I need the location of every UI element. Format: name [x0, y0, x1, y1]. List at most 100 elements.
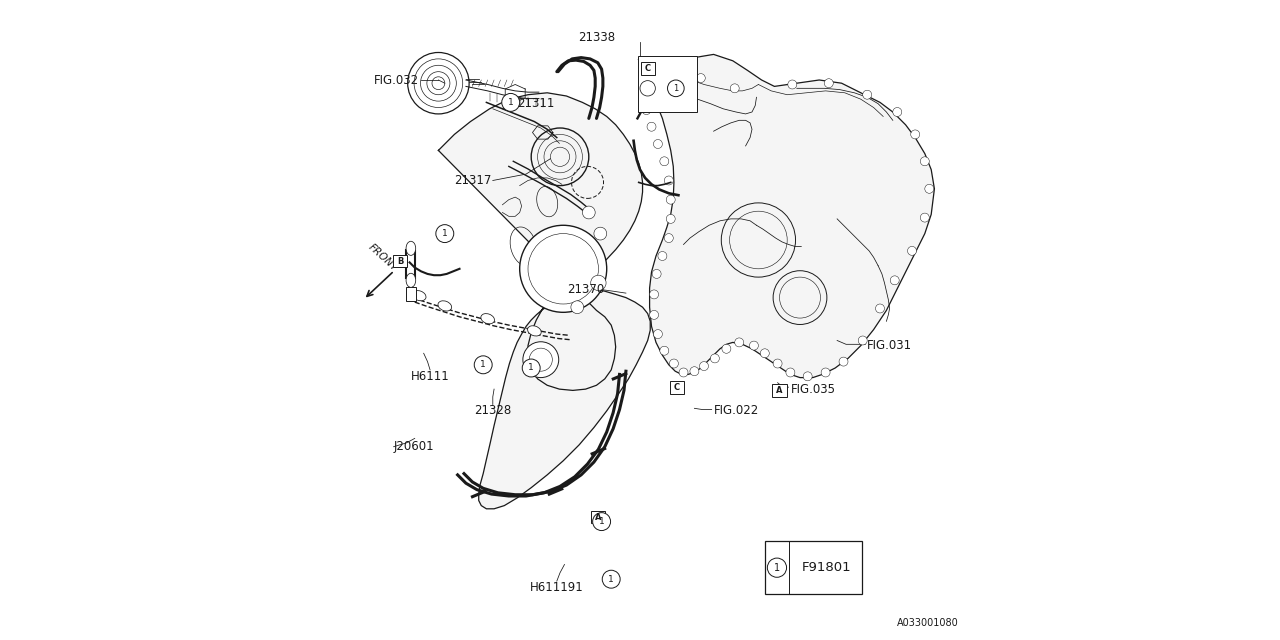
Circle shape: [520, 225, 607, 312]
Circle shape: [669, 359, 678, 368]
Text: 1: 1: [442, 229, 448, 238]
Text: C: C: [645, 64, 650, 73]
Circle shape: [891, 276, 900, 285]
Circle shape: [667, 195, 676, 204]
Circle shape: [475, 356, 492, 374]
Text: A: A: [595, 513, 602, 522]
Circle shape: [649, 290, 659, 299]
Circle shape: [594, 227, 607, 240]
Ellipse shape: [412, 291, 426, 301]
Circle shape: [920, 213, 929, 222]
Text: H6111: H6111: [411, 370, 449, 383]
Bar: [407, 287, 416, 301]
Text: FIG.022: FIG.022: [714, 404, 759, 417]
Circle shape: [649, 310, 659, 319]
Text: 1: 1: [480, 360, 486, 369]
Circle shape: [750, 341, 759, 350]
Text: FIG.035: FIG.035: [791, 383, 836, 396]
Circle shape: [804, 372, 813, 381]
Circle shape: [760, 349, 769, 358]
Text: 21328: 21328: [474, 404, 512, 417]
Circle shape: [652, 269, 662, 278]
Ellipse shape: [406, 273, 416, 287]
Text: FIG.032: FIG.032: [374, 74, 420, 86]
Bar: [773, 384, 786, 397]
Circle shape: [690, 367, 699, 376]
Text: 1: 1: [508, 98, 513, 107]
Text: F91801: F91801: [801, 561, 851, 574]
Circle shape: [664, 234, 673, 243]
Circle shape: [696, 74, 705, 83]
Circle shape: [667, 214, 676, 223]
Text: FRONT: FRONT: [366, 242, 399, 273]
Text: 1: 1: [673, 84, 678, 93]
Bar: [765, 541, 863, 594]
Circle shape: [859, 336, 868, 345]
Text: A033001080: A033001080: [897, 618, 959, 628]
Text: 21370: 21370: [567, 283, 604, 296]
Text: 1: 1: [599, 517, 604, 526]
Circle shape: [593, 513, 611, 531]
Circle shape: [668, 80, 685, 97]
Circle shape: [603, 570, 621, 588]
Text: 21317: 21317: [454, 174, 492, 187]
Circle shape: [582, 206, 595, 219]
Circle shape: [660, 157, 669, 166]
Text: J20601: J20601: [394, 440, 434, 453]
Ellipse shape: [481, 314, 494, 324]
Circle shape: [911, 130, 920, 139]
Circle shape: [773, 359, 782, 368]
Circle shape: [591, 275, 607, 291]
Circle shape: [787, 80, 796, 89]
Circle shape: [876, 304, 884, 313]
Circle shape: [735, 338, 744, 347]
Bar: [637, 56, 696, 112]
Circle shape: [664, 176, 673, 185]
Circle shape: [522, 359, 540, 377]
Circle shape: [822, 368, 831, 377]
Circle shape: [502, 93, 520, 111]
Ellipse shape: [438, 301, 452, 311]
Circle shape: [658, 252, 667, 260]
Text: 1: 1: [608, 575, 614, 584]
Bar: [393, 255, 407, 268]
Circle shape: [524, 342, 558, 378]
Circle shape: [786, 368, 795, 377]
Circle shape: [699, 362, 709, 371]
Text: FIG.031: FIG.031: [868, 339, 913, 352]
Circle shape: [641, 106, 652, 115]
Text: 1: 1: [529, 364, 534, 372]
Polygon shape: [438, 93, 650, 509]
Text: A: A: [776, 386, 783, 395]
Circle shape: [908, 246, 916, 255]
Circle shape: [435, 225, 454, 243]
Text: 21311: 21311: [517, 97, 554, 110]
Circle shape: [893, 108, 901, 116]
Circle shape: [654, 330, 663, 339]
Text: 1: 1: [774, 563, 780, 573]
Circle shape: [641, 92, 650, 100]
Circle shape: [660, 346, 669, 355]
Circle shape: [840, 357, 849, 366]
Circle shape: [571, 301, 584, 314]
Text: B: B: [397, 257, 403, 266]
Bar: [671, 381, 685, 394]
Polygon shape: [645, 54, 934, 378]
Bar: [641, 62, 655, 75]
Circle shape: [863, 90, 872, 99]
Text: 21338: 21338: [577, 31, 616, 44]
Circle shape: [920, 157, 929, 166]
Text: H611191: H611191: [530, 581, 584, 594]
Circle shape: [678, 368, 689, 377]
Circle shape: [654, 140, 663, 148]
Text: C: C: [675, 383, 680, 392]
Ellipse shape: [527, 326, 541, 336]
Circle shape: [710, 354, 719, 363]
Circle shape: [722, 344, 731, 353]
Ellipse shape: [406, 241, 416, 255]
Circle shape: [824, 79, 833, 88]
Circle shape: [768, 558, 786, 577]
Circle shape: [646, 122, 657, 131]
Circle shape: [730, 84, 740, 93]
Circle shape: [924, 184, 934, 193]
